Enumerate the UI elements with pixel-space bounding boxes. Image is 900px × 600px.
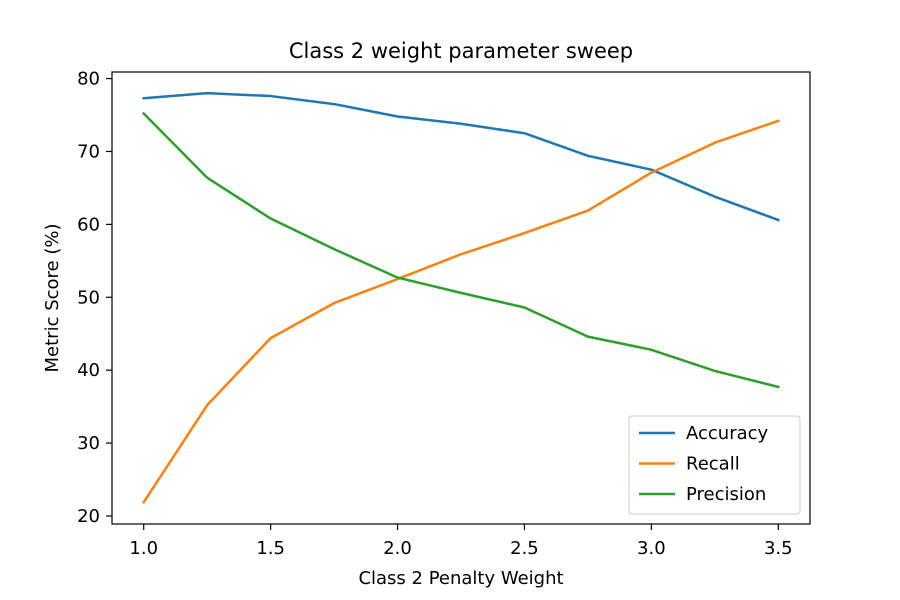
y-tick-label: 30 <box>77 433 100 454</box>
x-tick-label: 2.0 <box>383 538 412 559</box>
series-line-precision <box>141 111 780 389</box>
y-tick-label: 60 <box>77 214 100 235</box>
x-tick-label: 1.5 <box>256 538 285 559</box>
x-tick-label: 3.5 <box>764 538 793 559</box>
y-tick-label: 40 <box>77 360 100 381</box>
x-axis-label: Class 2 Penalty Weight <box>358 568 563 589</box>
y-tick-label: 80 <box>77 69 100 90</box>
y-axis-label: Metric Score (%) <box>42 224 63 373</box>
plot-area <box>111 71 811 525</box>
y-tick-label: 20 <box>77 506 100 527</box>
legend-box <box>628 415 801 515</box>
series-line-accuracy <box>142 91 780 222</box>
y-tick-label: 70 <box>77 141 100 162</box>
x-tick-label: 3.0 <box>637 538 666 559</box>
y-axis: 20 30 40 50 60 70 80 <box>77 69 112 527</box>
legend-label-recall: Recall <box>686 454 740 475</box>
x-tick-label: 2.5 <box>510 538 539 559</box>
series-line-recall <box>141 119 780 504</box>
legend: Accuracy Recall Precision <box>628 415 801 515</box>
x-axis: 1.0 1.5 2.0 2.5 3.0 3.5 <box>129 524 793 559</box>
legend-label-precision: Precision <box>686 484 766 505</box>
chart-title: Class 2 weight parameter sweep <box>289 39 633 63</box>
plot-frame <box>111 71 811 525</box>
y-tick-label: 50 <box>77 287 100 308</box>
x-tick-label: 1.0 <box>129 538 158 559</box>
legend-label-accuracy: Accuracy <box>686 423 769 444</box>
